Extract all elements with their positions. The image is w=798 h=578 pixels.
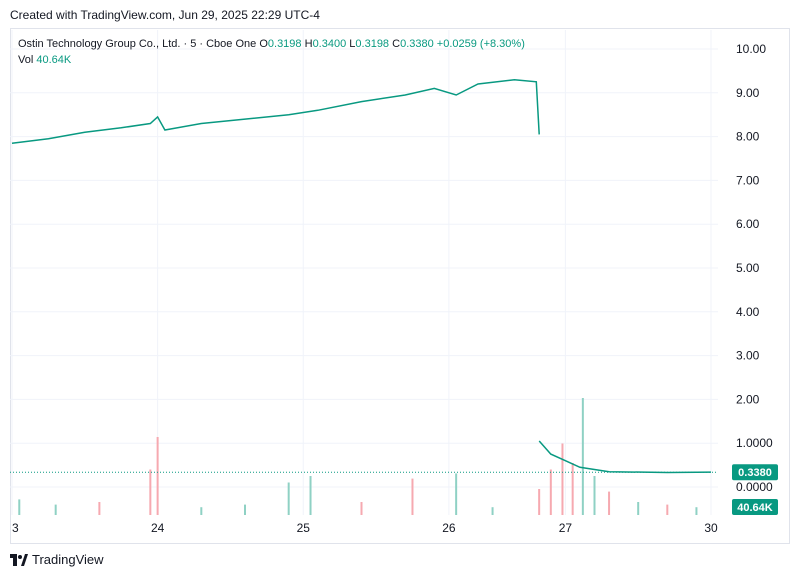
time-tick-label: 27 <box>559 521 573 535</box>
legend-low-label: L <box>349 38 356 50</box>
legend-open-label: O <box>259 38 268 50</box>
volume-bar <box>18 499 21 515</box>
volume-bar <box>581 398 584 515</box>
price-tick-label: 7.00 <box>736 173 760 187</box>
volume-bar <box>54 504 57 515</box>
time-tick-label: 24 <box>151 521 165 535</box>
price-tick-label: 8.00 <box>736 130 760 144</box>
volume-bar <box>156 437 159 515</box>
legend-high-label: H <box>304 38 313 50</box>
legend-change: +0.0259 (+8.30%) <box>436 38 525 50</box>
volume-bar <box>287 482 290 515</box>
time-tick-label: 3 <box>12 521 19 535</box>
volume-bar <box>244 504 246 515</box>
last-volume-tag <box>732 499 778 515</box>
time-tick-label: 26 <box>442 521 456 535</box>
legend-vol-value: 40.64K <box>36 54 72 66</box>
legend-close-value: 0.3380 <box>400 38 434 50</box>
volume-bar <box>98 502 101 515</box>
price-tick-label: 5.00 <box>736 261 760 275</box>
last-price-label: 0.3380 <box>738 467 772 479</box>
tradingview-brand: TradingView <box>32 552 104 567</box>
price-tick-label: 0.0000 <box>736 480 773 494</box>
legend-open-value: 0.3198 <box>267 38 302 50</box>
volume-bar <box>593 476 596 515</box>
volume-bar <box>200 507 203 515</box>
volume-bar <box>360 502 363 515</box>
price-tick-label: 1.0000 <box>736 436 773 450</box>
legend-low-value: 0.3198 <box>355 38 390 50</box>
legend-symbol[interactable]: Ostin Technology Group Co., Ltd. · 5 · C… <box>18 38 257 50</box>
time-tick-label: 25 <box>297 521 311 535</box>
legend-close-label: C <box>392 38 401 50</box>
legend-vol-label[interactable]: Vol <box>18 54 34 66</box>
volume-bar <box>608 491 611 515</box>
tradingview-logo-icon <box>10 553 28 566</box>
price-tick-label: 3.00 <box>736 349 760 363</box>
last-price-tag <box>732 464 778 481</box>
volume-bar <box>666 504 669 515</box>
volume-bar <box>561 443 564 515</box>
price-series-line <box>11 78 540 144</box>
tradingview-footer[interactable]: TradingView <box>10 552 104 567</box>
volume-bar <box>455 473 458 515</box>
volume-bar <box>549 469 552 515</box>
price-tick-label: 6.00 <box>736 217 760 231</box>
chart-legend: Ostin Technology Group Co., Ltd. · 5 · C… <box>18 36 525 68</box>
price-tick-label: 4.00 <box>736 305 760 319</box>
volume-bar <box>571 463 574 515</box>
volume-bar <box>491 507 494 515</box>
volume-bar <box>538 489 541 515</box>
legend-high-value: 0.3400 <box>312 38 347 50</box>
time-tick-label: 30 <box>704 521 718 535</box>
volume-bar <box>411 478 414 515</box>
created-with-text: Created with TradingView.com, Jun 29, 20… <box>10 8 320 22</box>
price-tick-label: 10.00 <box>736 42 766 56</box>
volume-bar <box>695 507 698 515</box>
last-volume-label: 40.64K <box>737 502 773 514</box>
price-tick-label: 2.00 <box>736 392 760 406</box>
volume-bar <box>637 502 640 515</box>
legend-row-ohlc: Ostin Technology Group Co., Ltd. · 5 · C… <box>18 36 525 52</box>
volume-bar <box>309 476 312 515</box>
price-tick-label: 9.00 <box>736 86 760 100</box>
chart-frame <box>10 28 790 544</box>
volume-bar <box>149 469 152 515</box>
legend-row-volume: Vol 40.64K <box>18 52 525 68</box>
